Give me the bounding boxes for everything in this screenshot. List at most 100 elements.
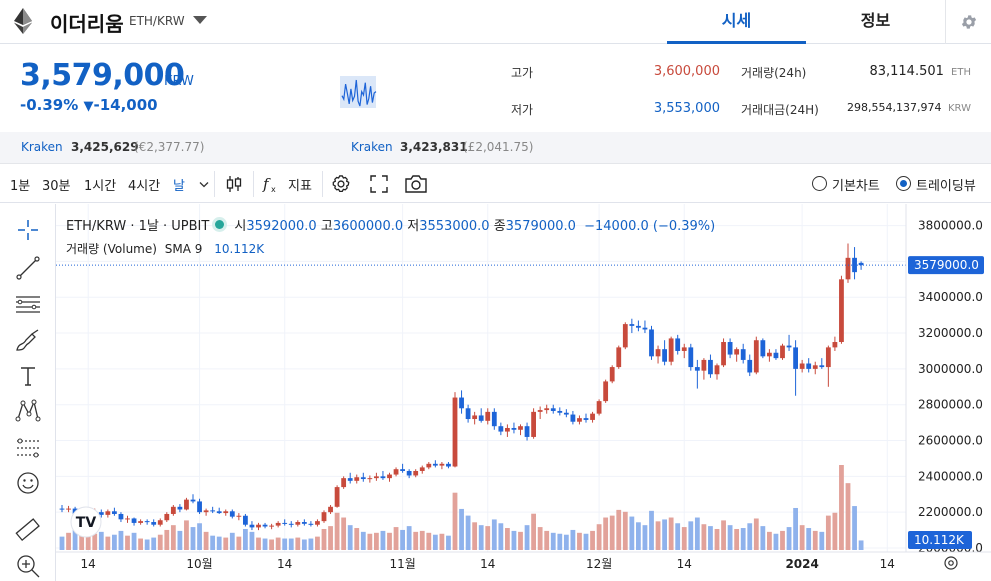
volume-bar — [112, 534, 117, 550]
candle-body — [125, 518, 130, 520]
volume-bar — [334, 512, 340, 550]
exchange-price: 3,425,629 — [71, 140, 139, 154]
settings-button[interactable] — [945, 0, 991, 44]
volume-bar — [197, 523, 202, 550]
candle-body — [786, 345, 792, 348]
volume-bar — [603, 517, 609, 550]
fullscreen-icon[interactable] — [368, 173, 390, 195]
candle-body — [858, 262, 864, 266]
text-tool-icon[interactable] — [14, 362, 42, 390]
interval-1m[interactable]: 1분 — [10, 179, 31, 194]
candle-body — [550, 408, 556, 411]
volume-bar — [753, 518, 759, 550]
volume-bar — [301, 539, 307, 550]
volume-bars — [59, 465, 864, 550]
crosshair-icon[interactable] — [14, 216, 42, 244]
candle-body — [177, 506, 183, 510]
candle-body — [321, 512, 327, 522]
volume-bar — [190, 527, 196, 550]
candle-body — [531, 411, 536, 437]
candle-body — [170, 506, 176, 514]
indicators-icon[interactable]: f x — [260, 173, 282, 195]
basic-chart-radio[interactable] — [812, 176, 827, 191]
exchange-name[interactable]: Kraken — [351, 140, 393, 154]
brush-icon[interactable] — [14, 327, 42, 355]
interval-1d[interactable]: 날 — [173, 179, 185, 194]
volume-bar — [694, 517, 700, 550]
legend-low-label: 저 — [407, 219, 420, 234]
toolbar-divider — [214, 171, 215, 197]
candle-body — [832, 342, 838, 348]
gear-icon[interactable] — [330, 173, 352, 195]
volume-bar — [629, 516, 635, 550]
turnover-value: 298,554,137,974 KRW — [790, 101, 971, 114]
down-arrow-icon: ▼ — [83, 99, 94, 114]
camera-icon[interactable] — [404, 173, 428, 195]
volume-bar — [544, 530, 550, 550]
candle-body — [262, 524, 268, 527]
volume-bar — [282, 538, 288, 550]
candle-body — [164, 513, 170, 521]
candle-body — [249, 524, 255, 528]
tab-price[interactable]: 시세 — [667, 0, 806, 44]
candle-body — [256, 524, 261, 528]
volume-bar — [681, 527, 687, 550]
volume-bar — [131, 532, 137, 550]
volume-bar — [531, 513, 536, 550]
candle-body — [282, 522, 288, 524]
legend-symbol[interactable]: ETH/KRW · 1날 · UPBIT — [66, 219, 210, 234]
volume-title[interactable]: 거래량 (Volume) — [66, 242, 157, 256]
candle-body — [190, 499, 196, 502]
price-tick-label: 3800000.0 — [918, 219, 983, 233]
volume-bar — [459, 508, 464, 550]
candle-body — [472, 415, 478, 420]
zoom-in-icon[interactable] — [14, 552, 42, 580]
interval-4h[interactable]: 4시간 — [128, 179, 161, 194]
time-axis[interactable]: 14 10월 14 11월 14 12월 14 2024 14 — [56, 551, 991, 581]
candle-body — [629, 324, 635, 326]
candle-body — [694, 367, 700, 371]
tradingview-label[interactable]: 트레이딩뷰 — [916, 179, 976, 194]
volume-bar — [380, 530, 386, 550]
candle-body — [374, 476, 379, 479]
pair-dropdown-icon[interactable] — [193, 16, 207, 24]
price-axis[interactable]: 3800000.03600000.03400000.03200000.03000… — [905, 204, 991, 581]
candle-body — [98, 512, 104, 515]
volume-bar — [347, 525, 353, 550]
candle-body — [780, 345, 785, 359]
interval-30m[interactable]: 30분 — [42, 179, 71, 194]
exchange-name[interactable]: Kraken — [21, 140, 63, 154]
volume-bar — [472, 522, 478, 550]
volume-bar — [328, 526, 333, 550]
candle-body — [295, 522, 301, 525]
tab-info[interactable]: 정보 — [860, 11, 891, 30]
ruler-icon[interactable] — [14, 516, 42, 544]
prediction-tool-icon[interactable] — [14, 434, 42, 462]
trend-line-icon[interactable] — [14, 254, 42, 282]
horizontal-lines-icon[interactable] — [14, 290, 42, 318]
indicators-button[interactable]: 지표 — [288, 179, 312, 194]
tradingview-logo: TV — [70, 506, 102, 538]
legend-change: −14000.0 (−0.39%) — [584, 219, 716, 234]
time-axis-settings-icon[interactable] — [944, 556, 958, 570]
candlestick-chart[interactable]: 3800000.0 3600000.0 3400000.0 3200000.0 3000… — [56, 204, 991, 581]
emoji-icon[interactable] — [14, 469, 42, 497]
candlestick-type-icon[interactable] — [223, 173, 245, 195]
chevron-down-icon[interactable] — [199, 181, 209, 189]
price-tick-label: 3200000.0 — [918, 326, 983, 340]
volume-number: 83,114.501 — [869, 64, 944, 79]
candle-body — [236, 515, 242, 517]
basic-chart-label[interactable]: 기본차트 — [832, 179, 880, 194]
sma-label: SMA 9 — [164, 242, 203, 256]
candle-body — [708, 359, 713, 375]
candle-body — [354, 477, 360, 481]
interval-1h[interactable]: 1시간 — [84, 179, 117, 194]
volume-bar — [812, 530, 818, 550]
legend-open: 3592000.0 — [246, 219, 317, 234]
tradingview-radio[interactable] — [896, 176, 911, 191]
candle-body — [406, 470, 412, 476]
market-status-icon — [215, 220, 225, 229]
current-price: 3,579,000 — [20, 58, 185, 93]
pattern-tool-icon[interactable] — [14, 397, 42, 425]
candle-body — [347, 478, 353, 481]
